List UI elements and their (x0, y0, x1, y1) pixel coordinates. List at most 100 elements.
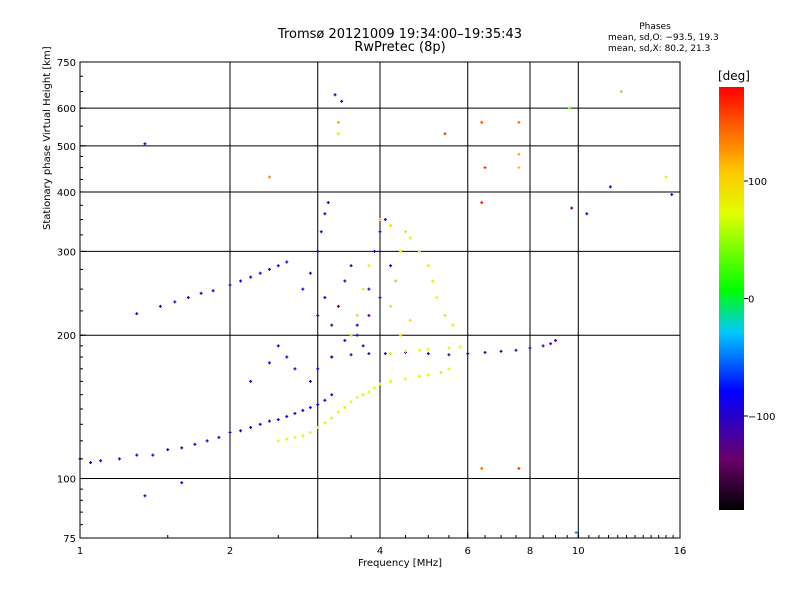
chart-subtitle: RwPretec (8p) (354, 40, 446, 55)
data-point (267, 361, 271, 365)
data-point (541, 344, 545, 348)
data-point (301, 408, 305, 412)
data-point (417, 249, 421, 253)
data-point (186, 296, 190, 300)
data-point (361, 344, 365, 348)
x-tick-label: 6 (465, 546, 471, 557)
data-point (249, 275, 253, 279)
phases-stats-o: mean, sd,O: −93.5, 19.3 (608, 33, 719, 43)
data-point (228, 283, 232, 287)
data-points (78, 90, 674, 535)
data-point (336, 410, 340, 414)
data-point (316, 403, 320, 407)
data-point (389, 352, 393, 356)
data-point (316, 314, 320, 318)
x-axis-ticks: 1 2 4 6 8 10 16 (77, 532, 686, 557)
data-point (585, 212, 589, 216)
data-point (349, 333, 353, 337)
data-point (330, 323, 334, 327)
data-point (517, 152, 521, 156)
data-point (373, 386, 377, 390)
data-point (308, 379, 312, 383)
data-point (301, 434, 305, 438)
x-tick-label: 1 (77, 546, 83, 557)
data-point (293, 367, 297, 371)
colorbar-ticks: 100 0 −100 (744, 177, 775, 423)
data-point (355, 314, 359, 318)
x-tick-label: 2 (227, 546, 233, 557)
data-point (383, 352, 387, 356)
data-point (355, 333, 359, 337)
data-point (166, 448, 170, 452)
data-point (367, 390, 371, 394)
data-point (670, 193, 674, 197)
data-point (319, 230, 323, 234)
data-point (267, 419, 271, 423)
data-point (301, 287, 305, 291)
data-point (239, 279, 243, 283)
data-point (514, 348, 518, 352)
data-point (330, 355, 334, 359)
data-point (378, 296, 382, 300)
data-point (316, 249, 320, 253)
data-point (447, 346, 451, 350)
y-tick-label: 75 (63, 534, 76, 545)
data-point (308, 430, 312, 434)
data-point (340, 99, 344, 103)
data-point (193, 442, 197, 446)
data-point (389, 379, 393, 383)
data-point (285, 437, 289, 441)
data-point (367, 352, 371, 356)
data-point (355, 323, 359, 327)
colorbar-unit-label: [deg] (718, 69, 750, 83)
data-point (211, 289, 215, 293)
data-point (330, 416, 334, 420)
data-point (517, 166, 521, 170)
data-point (199, 291, 203, 295)
data-point (217, 435, 221, 439)
data-point (143, 494, 147, 498)
data-point (403, 230, 407, 234)
data-point (367, 287, 371, 291)
data-point (228, 430, 232, 434)
data-point (308, 271, 312, 275)
data-point (151, 453, 155, 457)
data-point (619, 90, 623, 94)
y-tick-label: 200 (57, 331, 76, 342)
data-point (664, 175, 668, 179)
y-tick-label: 500 (57, 142, 76, 153)
data-point (285, 414, 289, 418)
y-tick-label: 600 (57, 104, 76, 115)
data-point (349, 400, 353, 404)
x-tick-label: 4 (377, 546, 383, 557)
data-point (399, 333, 403, 337)
colorbar-tick-label: 100 (748, 177, 767, 188)
phases-stats-heading: Phases (639, 22, 671, 32)
data-point (258, 271, 262, 275)
data-point (276, 344, 280, 348)
data-point (135, 453, 139, 457)
y-axis-ticks: 75 100 200 300 400 500 600 750 (57, 58, 86, 545)
data-point (267, 267, 271, 271)
data-point (517, 466, 521, 470)
data-point (389, 224, 393, 228)
data-point (180, 446, 184, 450)
data-point (308, 406, 312, 410)
data-point (447, 367, 451, 371)
data-point (205, 439, 209, 443)
x-tick-label: 8 (527, 546, 533, 557)
data-point (117, 457, 121, 461)
data-point (367, 314, 371, 318)
data-point (89, 461, 93, 465)
data-point (378, 230, 382, 234)
data-point (499, 349, 503, 353)
data-point (343, 279, 347, 283)
data-point (343, 406, 347, 410)
data-point (173, 300, 177, 304)
data-point (403, 349, 407, 353)
grid-lines (80, 62, 680, 538)
data-point (276, 418, 280, 422)
data-point (426, 264, 430, 268)
data-point (608, 185, 612, 189)
data-point (336, 304, 340, 308)
